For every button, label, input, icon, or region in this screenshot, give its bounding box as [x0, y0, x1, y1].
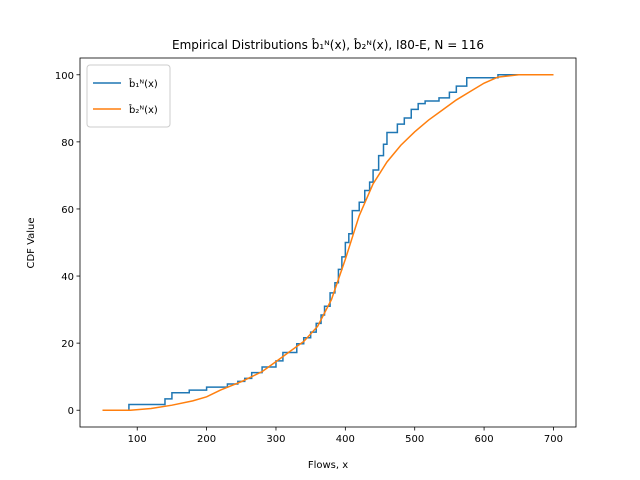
y-tick-label: 100	[55, 71, 74, 82]
y-tick-label: 80	[61, 138, 74, 149]
y-tick-label: 40	[61, 272, 74, 283]
y-tick-label: 0	[68, 406, 74, 417]
x-tick-label: 300	[266, 434, 285, 445]
x-tick-label: 400	[336, 434, 355, 445]
x-tick-label: 100	[128, 434, 147, 445]
legend-label: b̂₁ᴺ(x)	[129, 77, 158, 90]
series-line	[102, 74, 554, 411]
series-line	[102, 74, 554, 411]
legend-label: b̂₂ᴺ(x)	[129, 103, 158, 116]
x-tick-label: 600	[475, 434, 494, 445]
y-tick-label: 60	[61, 205, 74, 216]
y-axis-label: CDF Value	[26, 217, 37, 268]
y-tick-label: 20	[61, 339, 74, 350]
x-axis-label: Flows, x	[308, 460, 348, 471]
plot-frame	[79, 57, 577, 428]
x-tick-label: 700	[544, 434, 563, 445]
x-tick-label: 200	[197, 434, 216, 445]
chart-title: Empirical Distributions b̂₁ᴺ(x), b̂₂ᴺ(x)…	[172, 38, 484, 52]
legend-box	[86, 64, 171, 128]
x-tick-label: 500	[405, 434, 424, 445]
